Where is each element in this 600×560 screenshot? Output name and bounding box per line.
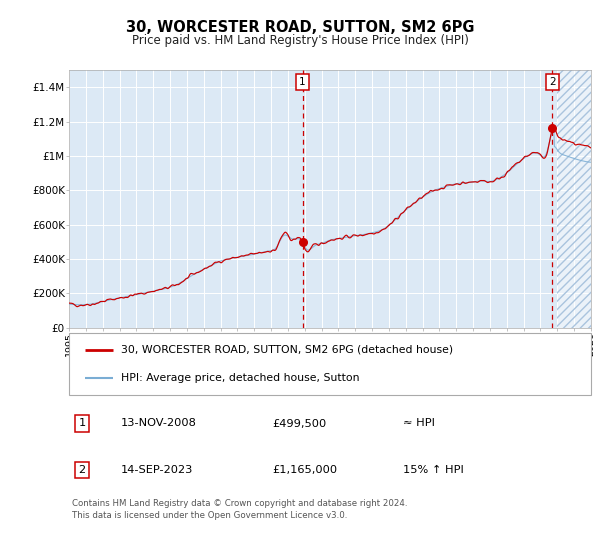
Text: Contains HM Land Registry data © Crown copyright and database right 2024.
This d: Contains HM Land Registry data © Crown c…	[71, 498, 407, 520]
Bar	[557, 70, 591, 328]
Text: 1: 1	[79, 418, 86, 428]
Text: ≈ HPI: ≈ HPI	[403, 418, 435, 428]
Text: Price paid vs. HM Land Registry's House Price Index (HPI): Price paid vs. HM Land Registry's House …	[131, 34, 469, 46]
Text: 30, WORCESTER ROAD, SUTTON, SM2 6PG: 30, WORCESTER ROAD, SUTTON, SM2 6PG	[126, 20, 474, 35]
Text: 1: 1	[299, 77, 306, 87]
Text: HPI: Average price, detached house, Sutton: HPI: Average price, detached house, Sutt…	[121, 373, 360, 383]
Text: £1,165,000: £1,165,000	[272, 465, 338, 475]
Bar	[557, 70, 591, 328]
Text: 2: 2	[79, 465, 86, 475]
Text: 14-SEP-2023: 14-SEP-2023	[121, 465, 194, 475]
Text: 13-NOV-2008: 13-NOV-2008	[121, 418, 197, 428]
Text: 15% ↑ HPI: 15% ↑ HPI	[403, 465, 464, 475]
FancyBboxPatch shape	[69, 333, 591, 395]
Text: 30, WORCESTER ROAD, SUTTON, SM2 6PG (detached house): 30, WORCESTER ROAD, SUTTON, SM2 6PG (det…	[121, 345, 454, 355]
Text: £499,500: £499,500	[272, 418, 327, 428]
Text: 2: 2	[549, 77, 556, 87]
